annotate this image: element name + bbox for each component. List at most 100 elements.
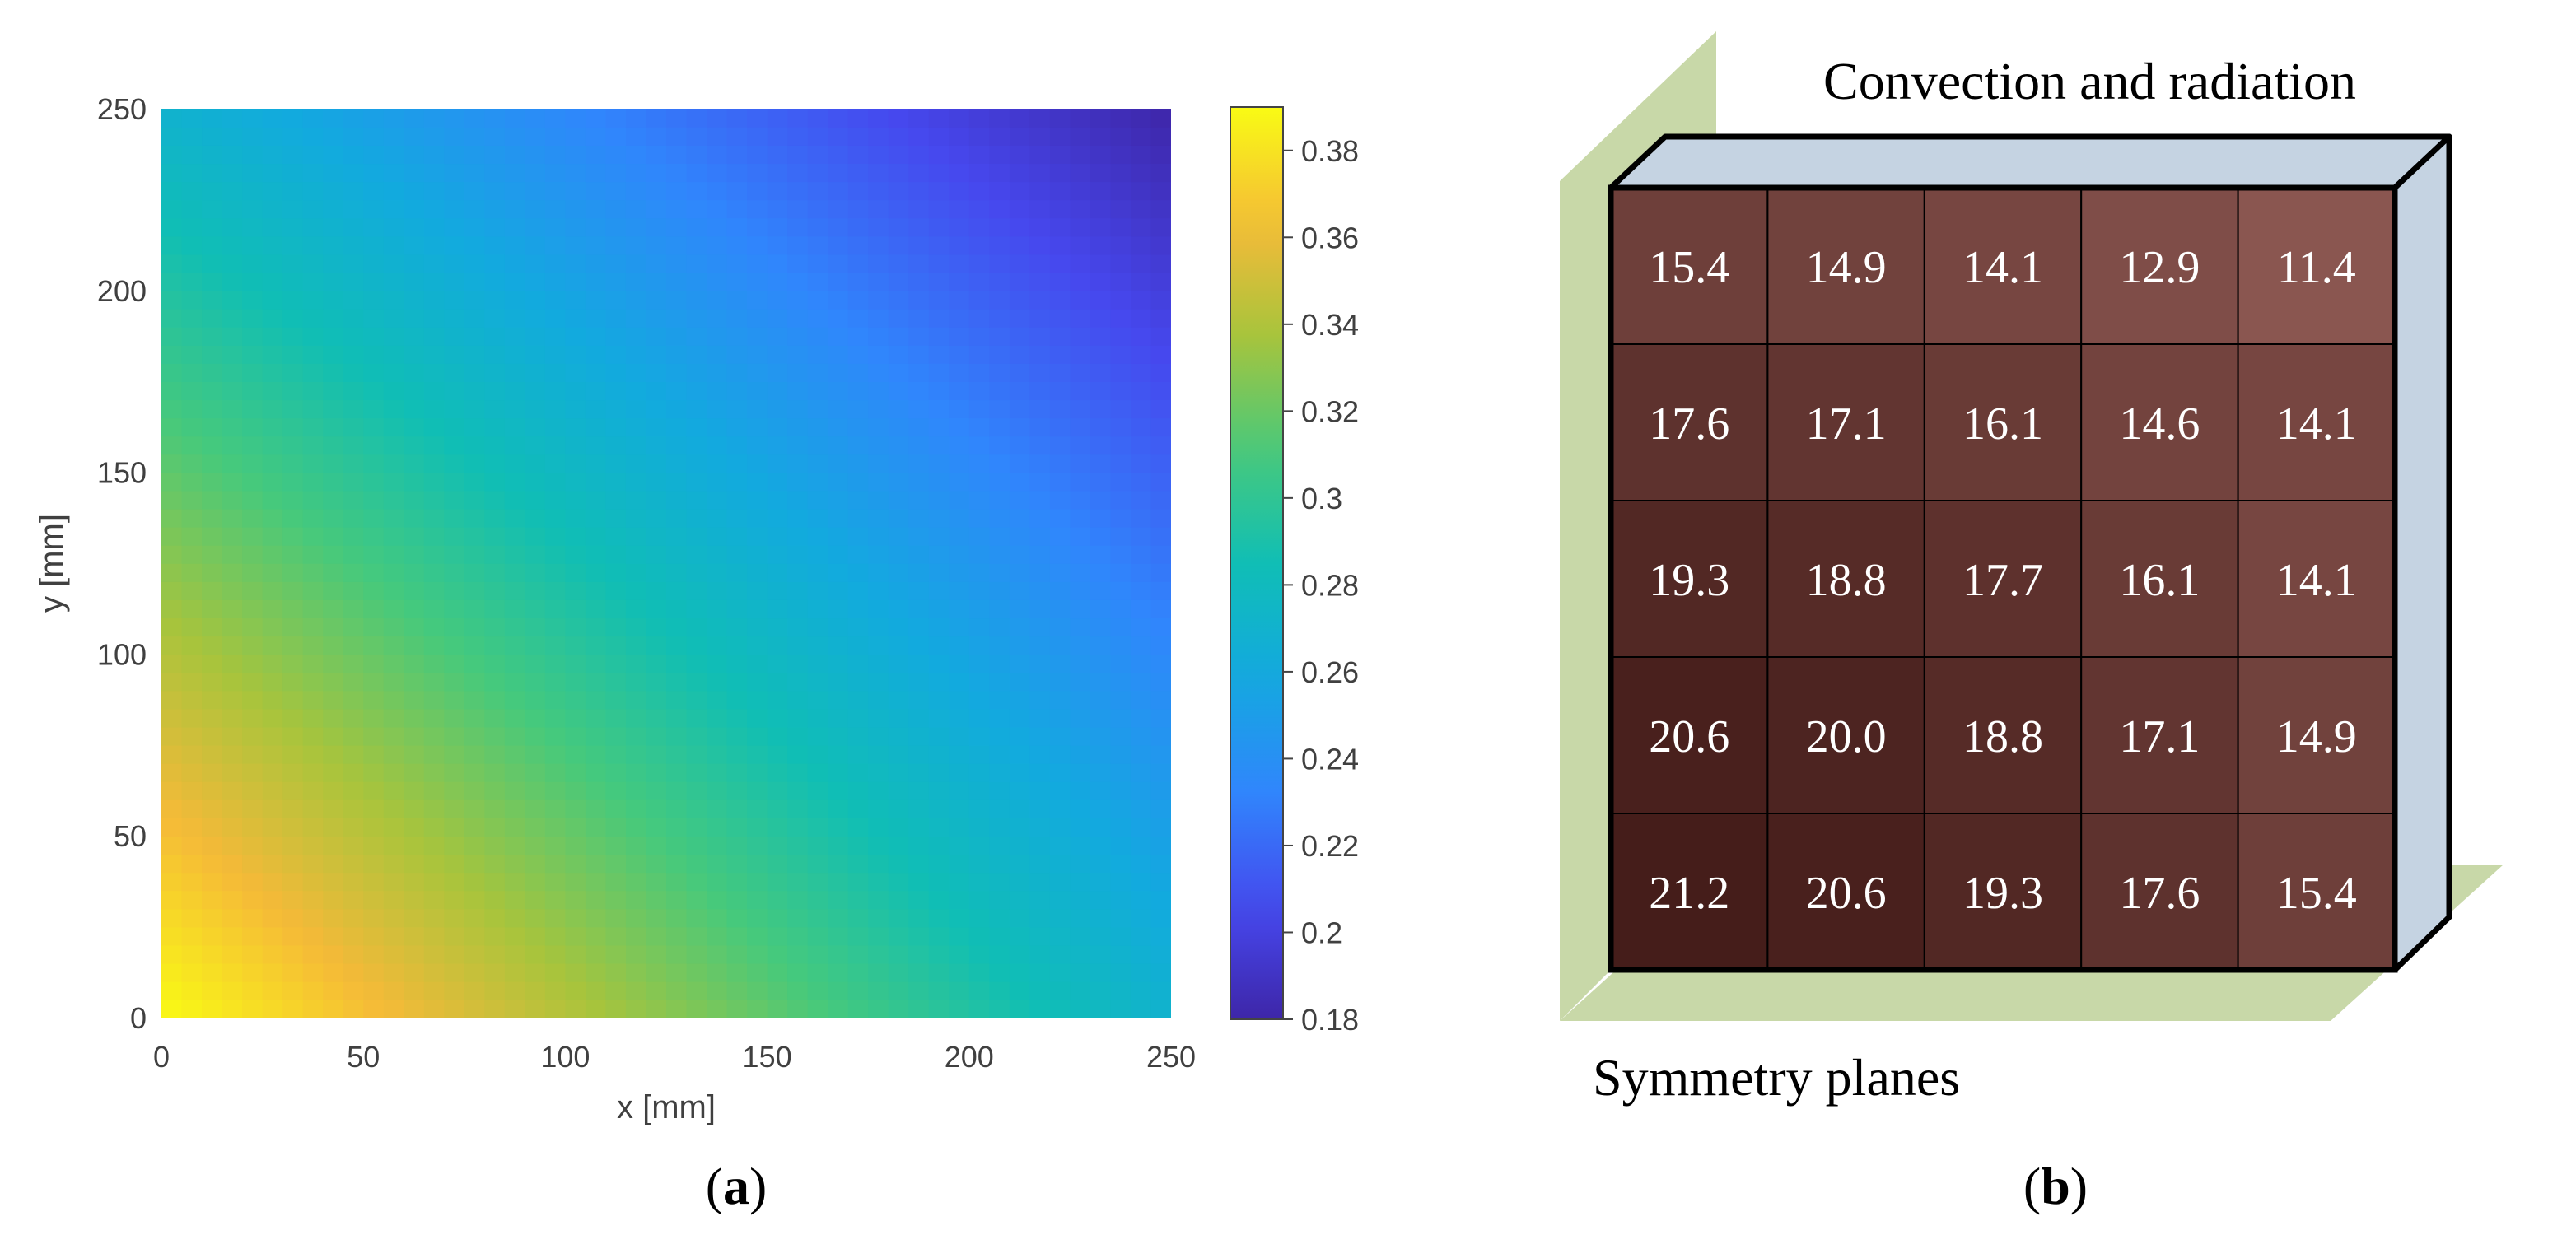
heatmap-cell <box>504 381 526 401</box>
heatmap-cell <box>565 672 586 692</box>
heatmap-cell <box>464 417 486 437</box>
heatmap-cell <box>585 908 607 928</box>
heatmap-cell <box>404 399 425 419</box>
heatmap-cell <box>949 181 970 201</box>
heatmap-cell <box>202 744 223 764</box>
heatmap-cell <box>302 290 324 310</box>
heatmap-cell <box>423 145 446 165</box>
heatmap-cell <box>868 799 889 818</box>
heatmap-cell <box>605 708 627 728</box>
heatmap-cell <box>1130 454 1152 473</box>
heatmap-cell <box>262 999 283 1018</box>
heatmap-cell <box>625 326 647 346</box>
heatmap-cell <box>161 127 183 146</box>
heatmap-cell <box>484 672 506 692</box>
heatmap-cell <box>989 272 1010 291</box>
heatmap-cell <box>565 326 586 346</box>
heatmap-cell <box>544 508 567 528</box>
heatmap-cell <box>484 781 506 800</box>
heatmap-cell <box>525 654 546 673</box>
heatmap-cell <box>202 417 223 437</box>
heatmap-cell <box>1009 836 1031 855</box>
heatmap-cell <box>605 454 627 473</box>
heatmap-cell <box>544 163 567 183</box>
heatmap-cell <box>888 799 910 818</box>
heatmap-cell <box>949 999 970 1018</box>
heatmap-cell <box>1049 872 1071 892</box>
heatmap-cell <box>1029 127 1051 146</box>
heatmap-cell <box>504 999 526 1018</box>
heatmap-cell <box>181 599 203 619</box>
heatmap-cell <box>807 726 828 746</box>
heatmap-cell <box>847 944 869 964</box>
heatmap-cell <box>767 762 788 782</box>
heatmap-cell <box>464 563 486 582</box>
heatmap-cell <box>444 672 465 692</box>
heatmap-cell <box>605 254 627 273</box>
heatmap-cell <box>323 181 344 201</box>
heatmap-cell <box>989 308 1010 328</box>
heatmap-cell <box>363 199 385 219</box>
heatmap-cell <box>1110 762 1132 782</box>
heatmap-cell <box>161 654 183 673</box>
heatmap-cell <box>908 436 930 455</box>
heatmap-cell <box>1110 472 1132 492</box>
heatmap-cell <box>847 109 869 128</box>
heatmap-cell <box>767 436 788 455</box>
heatmap-cell <box>222 254 243 273</box>
heatmap-cell <box>605 781 627 800</box>
heatmap-cell <box>544 181 567 201</box>
heatmap-cell <box>989 744 1010 764</box>
heatmap-cell <box>928 235 950 255</box>
heatmap-cell <box>646 999 667 1018</box>
heatmap-cell <box>868 526 889 546</box>
heatmap-cell <box>605 544 627 564</box>
heatmap-cell <box>323 708 344 728</box>
heatmap-cell <box>282 254 304 273</box>
heatmap-cell <box>363 163 385 183</box>
heatmap-cell <box>383 563 405 582</box>
heatmap-cell <box>787 618 809 637</box>
heatmap-cell <box>544 563 567 582</box>
heatmap-cell <box>525 981 546 1000</box>
heatmap-cell <box>343 654 364 673</box>
heatmap-cell <box>949 781 970 800</box>
heatmap-cell <box>787 708 809 728</box>
heatmap-cell <box>161 454 183 473</box>
heatmap-cell <box>262 127 283 146</box>
heatmap-cell <box>787 636 809 655</box>
heatmap-cell <box>585 526 607 546</box>
heatmap-cell <box>767 636 788 655</box>
heatmap-cell <box>807 399 828 419</box>
heatmap-cell <box>222 636 243 655</box>
heatmap-cell <box>181 345 203 364</box>
heatmap-cell <box>464 872 486 892</box>
heatmap-cell <box>242 109 264 128</box>
heatmap-cell <box>605 417 627 437</box>
heatmap-cell <box>1090 890 1112 910</box>
heatmap-cell <box>383 145 405 165</box>
heatmap-cell <box>323 781 344 800</box>
heatmap-cell <box>242 799 264 818</box>
heatmap-cell <box>828 544 849 564</box>
panel-label-a: (a) <box>706 1157 768 1215</box>
heatmap-cell <box>323 127 344 146</box>
heatmap-cell <box>202 672 223 692</box>
heatmap-cell <box>464 526 486 546</box>
heatmap-cell <box>605 181 627 201</box>
heatmap-cell <box>484 217 506 237</box>
heatmap-cell <box>605 762 627 782</box>
heatmap-cell <box>464 145 486 165</box>
heatmap-cell <box>1130 127 1152 146</box>
heatmap-cell <box>222 544 243 564</box>
heatmap-cell <box>828 890 849 910</box>
heatmap-cell <box>484 581 506 600</box>
heatmap-cell <box>181 436 203 455</box>
heatmap-cell <box>343 490 364 510</box>
heatmap-cell <box>181 544 203 564</box>
heatmap-cell <box>949 163 970 183</box>
heatmap-cell <box>242 235 264 255</box>
heatmap-cell <box>807 454 828 473</box>
heatmap-cell <box>787 472 809 492</box>
heatmap-cell <box>1049 490 1071 510</box>
